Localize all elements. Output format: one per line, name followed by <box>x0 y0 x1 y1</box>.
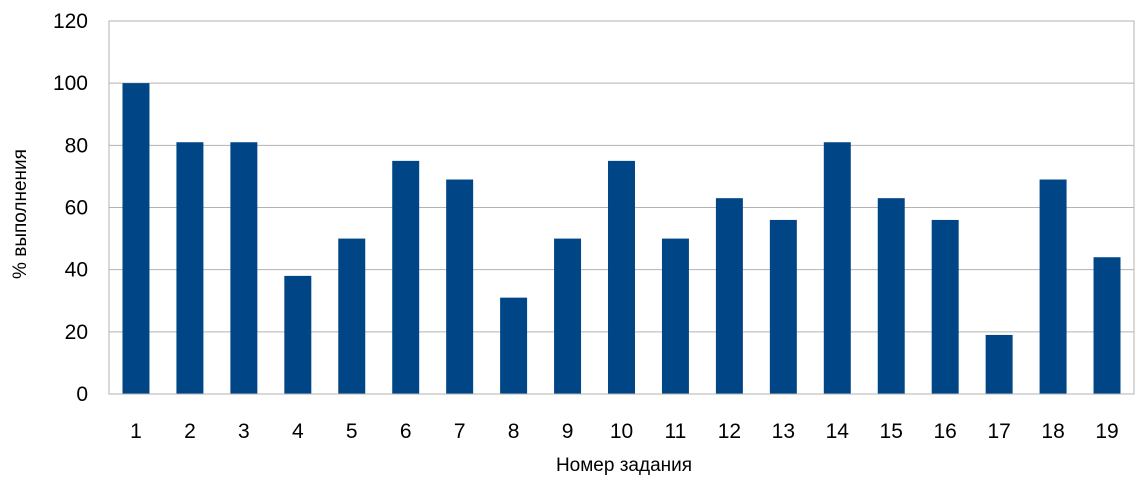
x-tick-labels: 1 2 3 4 5 6 7 8 9 10 11 12 13 14 15 16 17 18 19 <box>130 420 1119 443</box>
x-tick-label: 13 <box>772 420 795 443</box>
bar-17 <box>985 334 1013 394</box>
x-tick-label: 6 <box>400 420 412 443</box>
y-tick-labels: 0 20 40 60 80 100 120 <box>53 10 88 406</box>
y-tick-label: 80 <box>65 134 88 157</box>
bar-19 <box>1093 257 1121 394</box>
x-axis-title: Номер задания <box>556 455 692 476</box>
bar-12 <box>715 198 743 394</box>
y-tick-label: 60 <box>65 197 88 220</box>
y-tick-label: 20 <box>65 321 88 344</box>
bars <box>122 83 1121 395</box>
x-tick-label: 19 <box>1095 420 1118 443</box>
y-axis-title: % выполнения <box>10 149 31 279</box>
y-tick-label: 120 <box>53 10 88 33</box>
bar-16 <box>931 219 959 394</box>
bar-7 <box>446 179 474 394</box>
x-tick-label: 3 <box>238 420 250 443</box>
x-tick-label: 8 <box>508 420 520 443</box>
bar-4 <box>284 275 312 394</box>
x-tick-label: 17 <box>987 420 1010 443</box>
bar-13 <box>769 219 797 394</box>
x-tick-label: 11 <box>665 420 687 443</box>
x-tick-label: 2 <box>184 420 196 443</box>
bar-3 <box>230 142 258 394</box>
x-tick-label: 9 <box>562 420 574 443</box>
x-tick-label: 14 <box>826 420 850 443</box>
x-tick-label: 4 <box>292 420 304 443</box>
x-tick-label: 10 <box>610 420 633 443</box>
bar-2 <box>176 142 204 394</box>
x-tick-label: 12 <box>718 420 741 443</box>
y-tick-label: 100 <box>53 72 88 95</box>
x-tick-label: 7 <box>454 420 466 443</box>
bar-6 <box>392 160 420 394</box>
x-tick-label: 15 <box>880 420 903 443</box>
plot-frame <box>108 20 1135 395</box>
x-tick-label: 18 <box>1041 420 1064 443</box>
bar-9 <box>554 238 582 394</box>
bar-15 <box>877 198 905 394</box>
y-tick-label: 40 <box>65 259 88 282</box>
bar-10 <box>608 160 635 394</box>
bar-1 <box>122 83 150 395</box>
bar-18 <box>1039 179 1067 394</box>
bar-5 <box>338 238 366 394</box>
bar-8 <box>500 297 528 394</box>
bar-14 <box>823 142 851 394</box>
bar-11 <box>661 238 689 394</box>
x-tick-label: 5 <box>346 420 358 443</box>
x-tick-label: 1 <box>130 420 142 443</box>
x-tick-label: 16 <box>934 420 957 443</box>
y-tick-label: 0 <box>76 383 88 406</box>
